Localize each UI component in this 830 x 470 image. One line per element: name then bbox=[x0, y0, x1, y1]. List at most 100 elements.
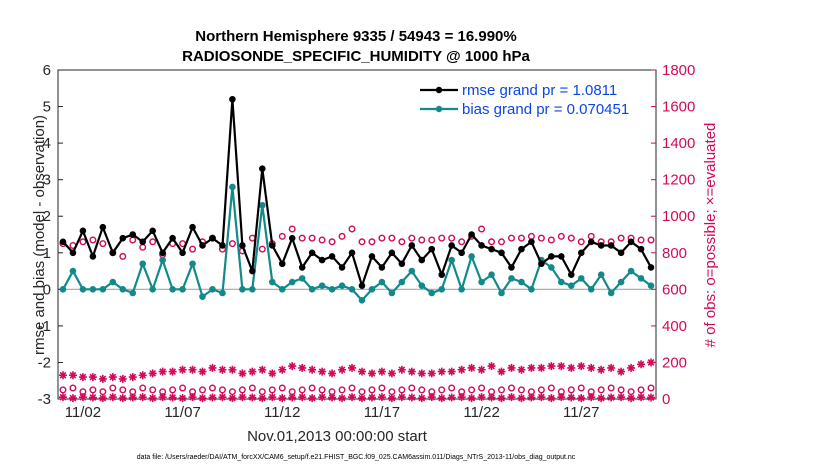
bias-point bbox=[149, 286, 156, 293]
possible-count-point bbox=[458, 238, 466, 246]
evaluated-count-point bbox=[118, 394, 127, 403]
possible-count-point bbox=[507, 234, 515, 242]
y-tick-label: -3 bbox=[38, 391, 51, 408]
rmse-point bbox=[189, 223, 196, 231]
rmse-point bbox=[69, 249, 77, 257]
bias-point bbox=[249, 286, 256, 293]
bias-point bbox=[468, 253, 475, 260]
plot-frame bbox=[57, 69, 657, 400]
rmse-point bbox=[498, 249, 505, 257]
legend-rmse-label: rmse grand pr = 1.0811 bbox=[462, 82, 617, 99]
evaluated-count-point bbox=[487, 393, 496, 402]
rmse-point bbox=[438, 271, 446, 279]
y2-tick-label: 0 bbox=[662, 391, 670, 408]
possible-count-point bbox=[338, 386, 346, 394]
bias-point bbox=[199, 293, 206, 300]
possible-count-point bbox=[398, 386, 406, 394]
evaluated-count-point bbox=[298, 393, 307, 402]
bias-point bbox=[159, 256, 166, 264]
evaluated-count-point bbox=[637, 360, 646, 369]
evaluated-count-point bbox=[108, 393, 117, 402]
y2-axis-label: # of obs: o=possible; ×=evaluated bbox=[702, 123, 719, 348]
rmse-point bbox=[268, 242, 276, 249]
bias-point bbox=[169, 286, 176, 293]
rmse-point bbox=[338, 264, 346, 271]
bias-point bbox=[99, 286, 107, 293]
possible-count-point bbox=[79, 238, 87, 246]
possible-count-point bbox=[348, 384, 356, 392]
evaluated-count-point bbox=[597, 365, 606, 374]
evaluated-count-point bbox=[178, 365, 187, 374]
x-tick-label: 11/12 bbox=[264, 404, 300, 421]
possible-count-point bbox=[448, 384, 456, 392]
rmse-point bbox=[448, 242, 455, 249]
evaluated-count-point bbox=[268, 369, 277, 378]
possible-count-point bbox=[438, 386, 446, 394]
rmse-point bbox=[488, 245, 495, 253]
x-tick-label: 11/17 bbox=[364, 404, 400, 421]
possible-count-point bbox=[228, 388, 236, 396]
rmse-point bbox=[607, 242, 615, 249]
possible-count-point bbox=[478, 384, 486, 392]
evaluated-count-point bbox=[527, 393, 536, 402]
rmse-point bbox=[478, 242, 485, 249]
possible-count-point bbox=[258, 388, 266, 396]
evaluated-count-point bbox=[258, 365, 267, 374]
evaluated-count-point bbox=[88, 373, 97, 382]
evaluated-count-point bbox=[168, 367, 177, 376]
evaluated-count-point bbox=[477, 393, 486, 402]
bias-point bbox=[528, 286, 535, 293]
possible-count-point bbox=[228, 240, 236, 248]
evaluated-count-point bbox=[288, 362, 297, 371]
possible-count-point bbox=[258, 245, 266, 253]
bias-point bbox=[627, 267, 635, 275]
rmse-point bbox=[458, 249, 465, 257]
bias-point bbox=[259, 201, 266, 209]
possible-count-point bbox=[308, 234, 316, 242]
evaluated-count-point bbox=[417, 394, 426, 403]
bias-point bbox=[597, 271, 605, 279]
evaluated-count-point bbox=[318, 393, 327, 402]
evaluated-count-point bbox=[338, 394, 347, 403]
possible-count-point bbox=[89, 386, 97, 394]
possible-count-point bbox=[99, 388, 107, 396]
evaluated-count-point bbox=[128, 393, 137, 402]
evaluated-count-point bbox=[138, 393, 147, 402]
possible-count-point bbox=[398, 238, 406, 246]
bias-point bbox=[438, 286, 446, 293]
possible-count-point bbox=[308, 384, 316, 392]
y-tick-label: 2 bbox=[43, 208, 51, 225]
evaluated-count-point bbox=[607, 393, 616, 402]
possible-count-point bbox=[119, 386, 127, 394]
bias-point bbox=[408, 267, 416, 275]
rmse-point bbox=[139, 238, 147, 246]
bias-point bbox=[518, 278, 525, 286]
possible-count-point bbox=[537, 234, 545, 242]
evaluated-count-point bbox=[78, 393, 87, 402]
rmse-point bbox=[298, 264, 306, 271]
rmse-point bbox=[149, 227, 156, 235]
y-tick-label: 6 bbox=[43, 62, 51, 79]
evaluated-count-point bbox=[437, 367, 446, 376]
bias-point bbox=[448, 256, 455, 264]
rmse-point bbox=[99, 223, 107, 231]
possible-count-point bbox=[59, 386, 67, 394]
evaluated-count-point bbox=[258, 394, 267, 403]
rmse-point bbox=[378, 264, 386, 271]
rmse-point bbox=[249, 267, 256, 275]
possible-count-point bbox=[498, 238, 506, 246]
x-tick-label: 11/27 bbox=[563, 404, 599, 421]
possible-count-point bbox=[408, 384, 416, 392]
evaluated-count-point bbox=[617, 367, 626, 376]
possible-count-point bbox=[517, 386, 525, 394]
evaluated-count-point bbox=[517, 394, 526, 403]
bias-point bbox=[189, 260, 196, 268]
evaluated-count-point bbox=[377, 393, 386, 402]
evaluated-count-point bbox=[338, 365, 347, 374]
evaluated-count-point bbox=[348, 393, 357, 402]
possible-count-point bbox=[338, 232, 346, 240]
bias-point bbox=[458, 286, 465, 293]
possible-count-point bbox=[218, 386, 226, 394]
evaluated-count-point bbox=[537, 393, 546, 402]
